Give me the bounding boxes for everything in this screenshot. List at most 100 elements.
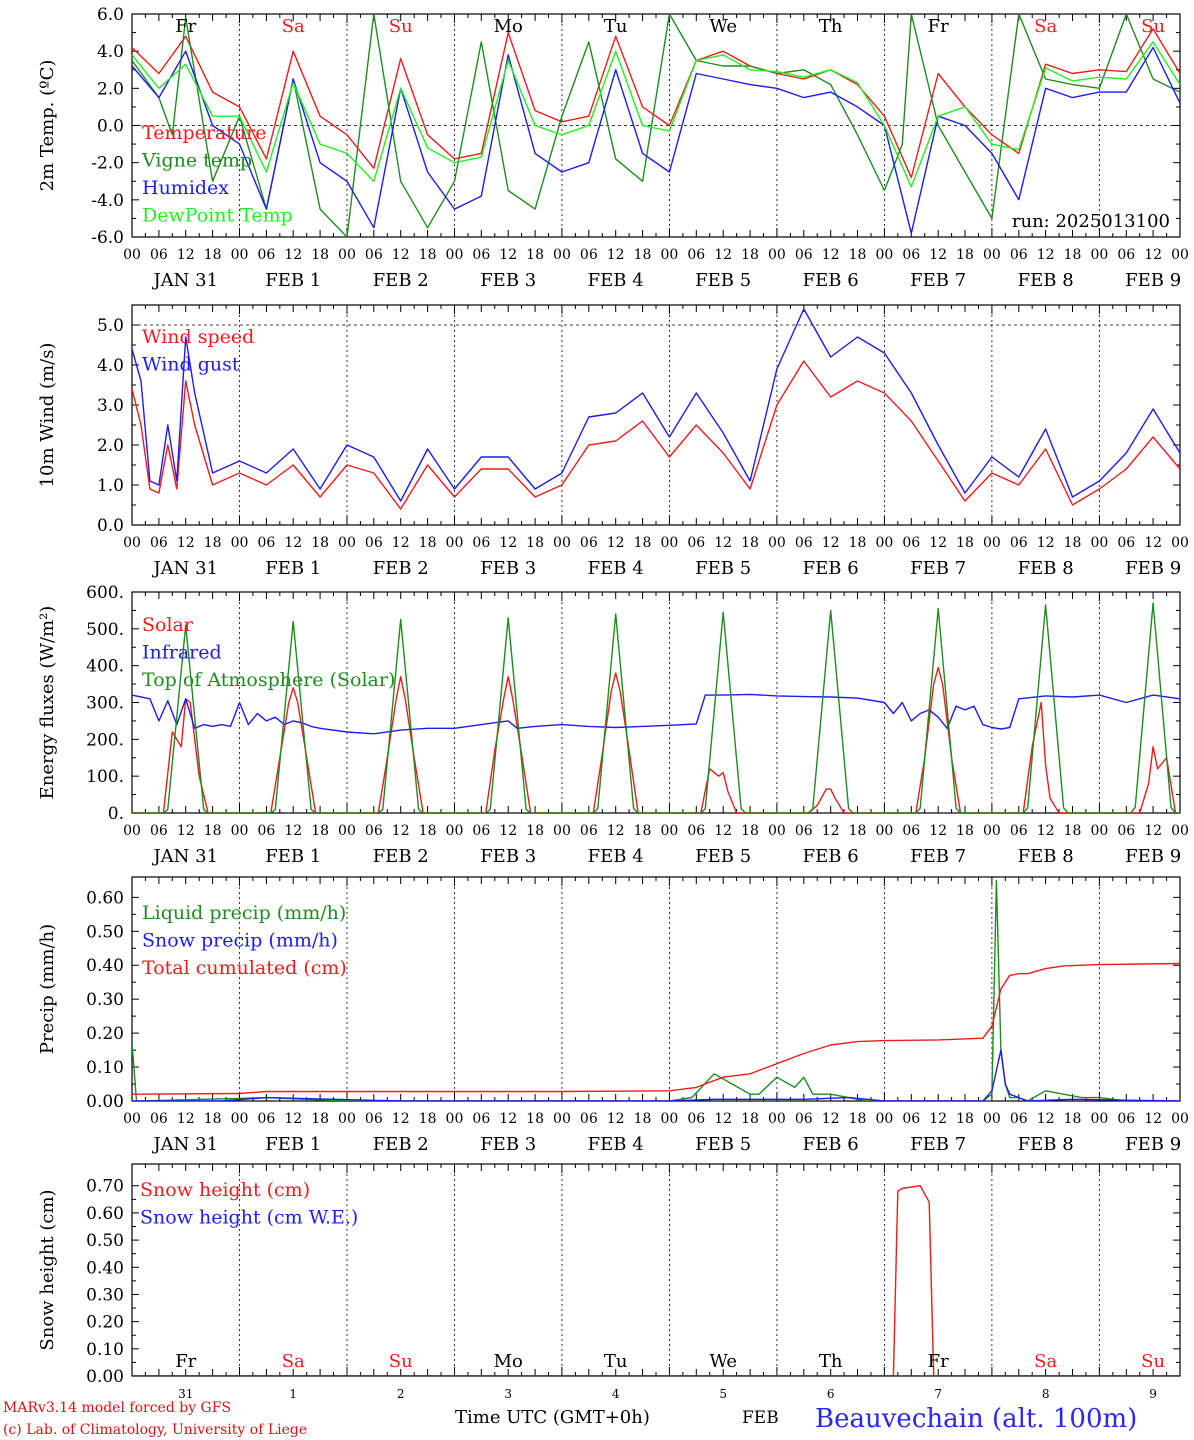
day-of-week-label: Su bbox=[1141, 1351, 1165, 1372]
hour-tick-label: 12 bbox=[392, 535, 410, 551]
y-tick-label: 4.0 bbox=[97, 356, 124, 376]
hour-tick-label: 12 bbox=[1144, 247, 1162, 263]
hour-tick-label: 06 bbox=[687, 535, 705, 551]
hour-tick-label: 00 bbox=[123, 1111, 141, 1127]
date-label: FEB 5 bbox=[695, 558, 751, 579]
hour-tick-label: 06 bbox=[150, 1111, 168, 1127]
hour-tick-label: 06 bbox=[795, 823, 813, 839]
station-label: Beauvechain (alt. 100m) bbox=[815, 1404, 1137, 1434]
panels: -6.0 -4.0 -2.0 0.0 2.0 4.0 6.0 2m Temp. (ºC) Tem… bbox=[37, 5, 1189, 1401]
hour-tick-label: 06 bbox=[1010, 823, 1028, 839]
hour-tick-label: 12 bbox=[1037, 247, 1055, 263]
legend-entry: Temperature bbox=[142, 122, 266, 144]
hour-tick-label: 00 bbox=[1171, 535, 1189, 551]
x-minor-ticks bbox=[131, 14, 1181, 237]
hour-tick-label: 00 bbox=[446, 823, 464, 839]
date-label: JAN 31 bbox=[151, 1134, 218, 1155]
y-tick-label: 2.0 bbox=[97, 79, 124, 99]
hour-tick-label: 18 bbox=[1064, 1111, 1082, 1127]
x-minor-ticks bbox=[131, 877, 1181, 1101]
series-group bbox=[132, 879, 1180, 1101]
hour-tick-label: 00 bbox=[123, 823, 141, 839]
hour-tick-label: 06 bbox=[150, 247, 168, 263]
day-of-week-label: Th bbox=[819, 1351, 843, 1372]
hour-tick-label: 06 bbox=[1117, 1111, 1135, 1127]
hour-tick-label: 12 bbox=[929, 535, 947, 551]
day-of-week-label: Sa bbox=[282, 16, 305, 37]
hour-tick-label: 06 bbox=[902, 823, 920, 839]
hour-tick-label: 18 bbox=[741, 1111, 759, 1127]
date-label: FEB 3 bbox=[480, 270, 536, 291]
hour-tick-label: 12 bbox=[177, 247, 195, 263]
date-label: FEB 7 bbox=[910, 846, 966, 867]
hour-tick-label: 18 bbox=[526, 1111, 544, 1127]
hour-tick-label: 12 bbox=[392, 1111, 410, 1127]
month-label: FEB bbox=[742, 1408, 779, 1428]
series-line bbox=[132, 46, 1180, 234]
hour-tick-label: 12 bbox=[607, 247, 625, 263]
hour-tick-label: 06 bbox=[1010, 1111, 1028, 1127]
y-axis-title: 2m Temp. (ºC) bbox=[37, 60, 58, 192]
hour-tick-label: 12 bbox=[177, 1111, 195, 1127]
date-label: FEB 9 bbox=[1125, 846, 1181, 867]
hour-tick-label: 12 bbox=[822, 535, 840, 551]
series-line bbox=[132, 693, 1180, 735]
date-label: FEB 4 bbox=[588, 558, 644, 579]
y-tick-label: 2.0 bbox=[97, 436, 124, 456]
hour-tick-label: 06 bbox=[902, 1111, 920, 1127]
hour-tick-label: 18 bbox=[526, 247, 544, 263]
hour-tick-label: 12 bbox=[284, 823, 302, 839]
hour-tick-label: 06 bbox=[257, 1111, 275, 1127]
y-tick-label: 0.00 bbox=[86, 1092, 124, 1112]
hour-tick-label: 12 bbox=[714, 1111, 732, 1127]
hour-tick-label: 18 bbox=[419, 823, 437, 839]
date-number-label: 9 bbox=[1149, 1387, 1157, 1401]
hour-tick-label: 18 bbox=[311, 1111, 329, 1127]
hour-tick-label: 12 bbox=[284, 247, 302, 263]
hour-tick-label: 00 bbox=[123, 247, 141, 263]
hour-tick-label: 18 bbox=[956, 823, 974, 839]
hour-tick-label: 18 bbox=[311, 823, 329, 839]
y-tick-label: 0.50 bbox=[86, 922, 124, 942]
y-tick-label: 0. bbox=[108, 804, 124, 824]
y-tick-label: 0.20 bbox=[86, 1313, 124, 1333]
series-line bbox=[132, 41, 1180, 188]
hour-tick-label: 06 bbox=[1117, 535, 1135, 551]
hour-tick-label: 06 bbox=[580, 535, 598, 551]
hour-tick-label: 12 bbox=[1037, 535, 1055, 551]
y-tick-label: 0.30 bbox=[86, 990, 124, 1010]
date-number-label: 1 bbox=[289, 1387, 297, 1401]
y-tick-label: 0.30 bbox=[86, 1285, 124, 1305]
hour-tick-label: 00 bbox=[231, 823, 249, 839]
hour-tick-label: 06 bbox=[150, 535, 168, 551]
legend-entry: Humidex bbox=[142, 177, 229, 199]
hour-tick-label: 12 bbox=[177, 535, 195, 551]
hour-tick-label: 12 bbox=[929, 1111, 947, 1127]
date-number-label: 4 bbox=[612, 1387, 620, 1401]
hour-tick-label: 12 bbox=[284, 535, 302, 551]
hour-tick-label: 12 bbox=[607, 535, 625, 551]
date-label: FEB 9 bbox=[1125, 270, 1181, 291]
date-label: FEB 5 bbox=[695, 846, 751, 867]
hour-tick-label: 00 bbox=[1171, 823, 1189, 839]
hour-tick-label: 06 bbox=[902, 247, 920, 263]
date-label: FEB 8 bbox=[1018, 846, 1074, 867]
hour-tick-label: 06 bbox=[1117, 247, 1135, 263]
legend-entry: Wind gust bbox=[142, 354, 240, 376]
hour-tick-label: 00 bbox=[768, 247, 786, 263]
date-label: FEB 2 bbox=[373, 270, 429, 291]
hour-tick-label: 00 bbox=[1090, 1111, 1108, 1127]
hour-tick-label: 12 bbox=[822, 823, 840, 839]
date-label: FEB 6 bbox=[803, 558, 859, 579]
y-tick-label: 5.0 bbox=[97, 316, 124, 336]
hour-tick-label: 00 bbox=[338, 247, 356, 263]
date-label: FEB 8 bbox=[1018, 1134, 1074, 1155]
hour-tick-label: 00 bbox=[446, 247, 464, 263]
day-of-week-label: Su bbox=[389, 16, 413, 37]
hour-tick-label: 06 bbox=[795, 535, 813, 551]
date-label: JAN 31 bbox=[151, 558, 218, 579]
hour-tick-label: 18 bbox=[204, 1111, 222, 1127]
hour-tick-label: 00 bbox=[1090, 535, 1108, 551]
date-number-label: 3 bbox=[504, 1387, 512, 1401]
hour-tick-label: 18 bbox=[634, 823, 652, 839]
